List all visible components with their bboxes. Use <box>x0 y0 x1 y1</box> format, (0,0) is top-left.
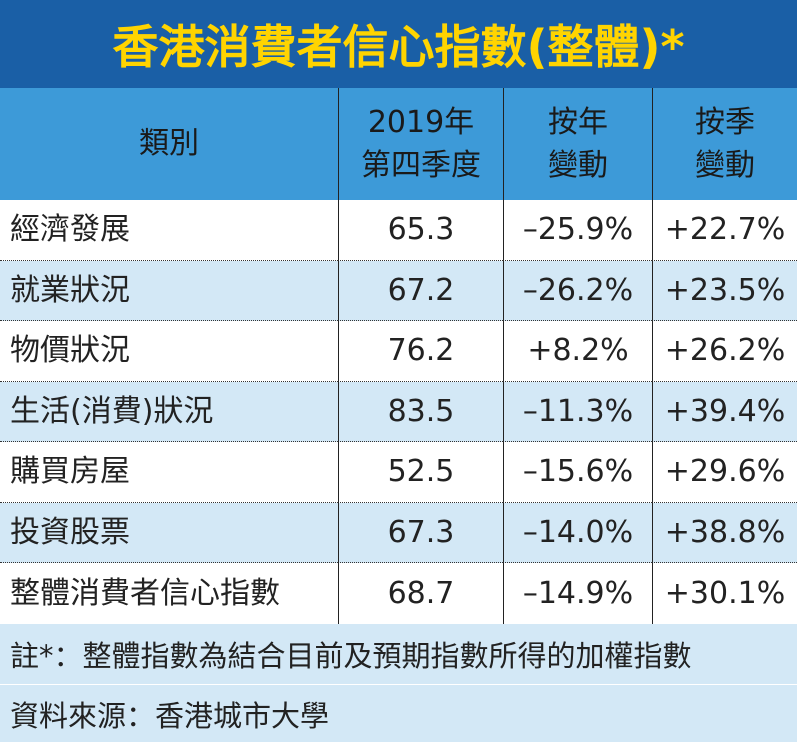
value-cell: –26.2% <box>503 260 652 322</box>
header-text: 2019年 <box>367 104 475 140</box>
value-cell: +29.6% <box>652 442 797 503</box>
header-cell: 2019年第四季度 <box>338 88 503 200</box>
header-text: 第四季度 <box>361 148 481 183</box>
value-cell: 67.2 <box>338 260 503 322</box>
value-cell: 83.5 <box>338 381 503 443</box>
row-label: 經濟發展 <box>0 200 338 261</box>
row-label: 投資股票 <box>0 502 338 564</box>
row-label: 生活(消費)狀況 <box>0 381 338 443</box>
value-cell: –25.9% <box>503 200 652 261</box>
value-cell: +8.2% <box>503 321 652 382</box>
value-cell: 76.2 <box>338 321 503 382</box>
value-cell: 68.7 <box>338 563 503 624</box>
value-cell: 52.5 <box>338 442 503 503</box>
header-text: 類別 <box>139 126 199 162</box>
title: 香港消費者信心指數(整體)* <box>0 0 797 88</box>
header-text: 按年 <box>548 104 608 140</box>
value-cell: 65.3 <box>338 200 503 261</box>
row-label: 就業狀況 <box>0 260 338 322</box>
row-label: 購買房屋 <box>0 442 338 503</box>
header-cell: 按年 變動 <box>503 88 652 200</box>
header-text: 變動 <box>548 148 608 183</box>
value-cell: +39.4% <box>652 381 797 443</box>
header-cell: 類別 <box>0 88 338 200</box>
value-cell: +23.5% <box>652 260 797 322</box>
value-cell: –14.0% <box>503 502 652 564</box>
value-cell: –15.6% <box>503 442 652 503</box>
value-cell: 67.3 <box>338 502 503 564</box>
value-cell: +26.2% <box>652 321 797 382</box>
source: 資料來源：香港城市大學 <box>0 685 797 742</box>
value-cell: +22.7% <box>652 200 797 261</box>
value-cell: +38.8% <box>652 502 797 564</box>
header-cell: 按季 變動 <box>652 88 797 200</box>
row-label: 物價狀況 <box>0 321 338 382</box>
value-cell: –14.9% <box>503 563 652 624</box>
footnote: 註*：整體指數為結合目前及預期指數所得的加權指數 <box>0 624 797 685</box>
header-text: 變動 <box>695 148 755 183</box>
row-label: 整體消費者信心指數 <box>0 563 338 624</box>
value-cell: +30.1% <box>652 563 797 624</box>
value-cell: –11.3% <box>503 381 652 443</box>
header-text: 按季 <box>695 104 755 140</box>
